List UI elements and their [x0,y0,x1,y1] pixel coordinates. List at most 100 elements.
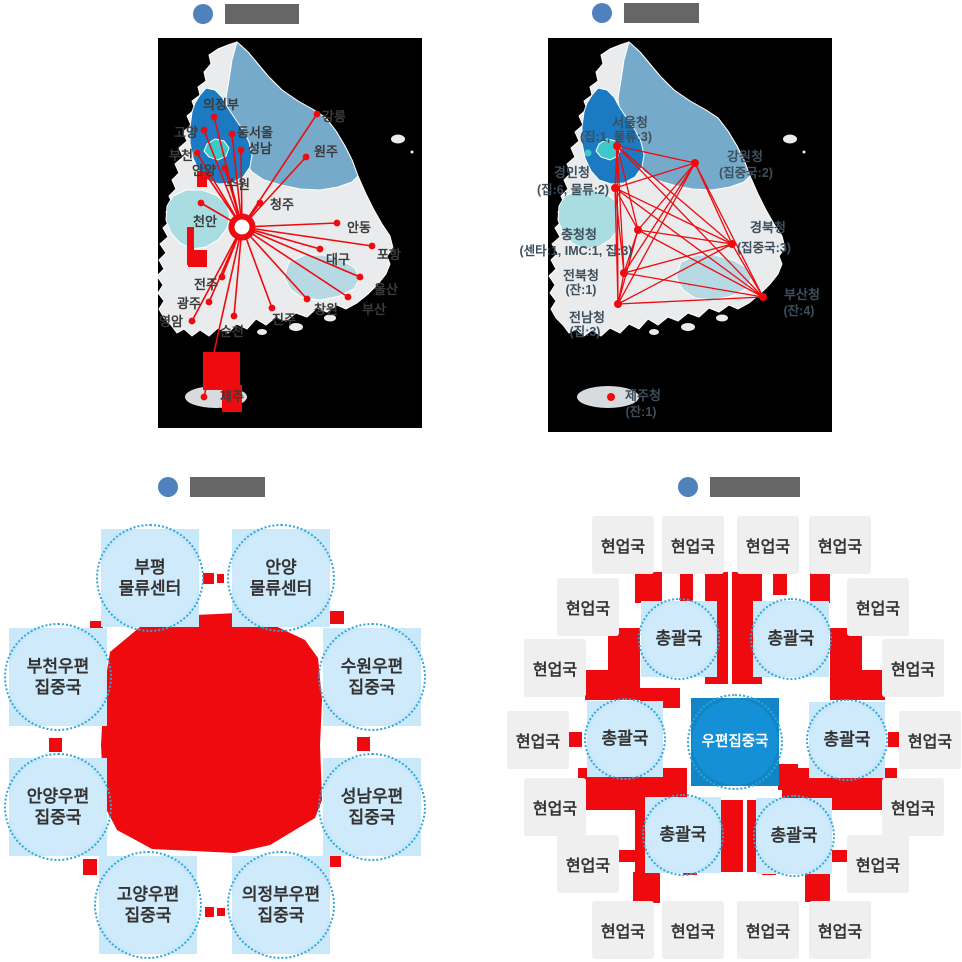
city-label: 영암 [159,314,183,329]
city-dot [210,113,218,121]
mesh-line [623,243,733,274]
logistics-node-circle: 고양우편 집중국 [94,851,202,959]
city-label: 수원 [226,177,250,192]
branch-box: 현업국 [899,711,961,769]
mesh-line [731,243,764,298]
route-line [241,113,318,228]
logistics-node-label-line: 안양우편 [26,786,90,806]
city-label: 안동 [347,220,371,235]
office-label: 서울청 [612,115,648,130]
section-header-diagram2 [678,477,800,497]
mesh-line [616,145,696,164]
hub-node-circle: 총괄국 [584,698,666,780]
office-sub-label: (집:1, 물류:3) [580,129,652,144]
city-dot [200,393,208,401]
route-line [203,129,243,228]
logistics-node-label-line: 집중국 [257,906,305,925]
office-dot [613,142,621,150]
mesh-line [614,187,619,305]
section-title-bar [225,4,299,24]
city-dot [218,273,226,281]
office-sub-label: (잔:4) [784,303,815,318]
office-label: 부산청 [784,287,820,302]
hub-node-label-line: 총괄국 [770,826,818,846]
city-label: 순천 [220,324,244,339]
office-dot [691,159,699,167]
mesh-line [614,187,764,298]
route-line [241,226,308,300]
city-dot [205,298,213,306]
hub-node-label-line: 총괄국 [823,730,871,750]
mesh-line [616,145,639,231]
logistics-node-fill [323,628,421,726]
logistics-node-label-line: 물류센터 [249,579,313,598]
city-label: 울산 [374,282,398,297]
mesh-line [614,187,639,231]
logistics-node-label-line: 집중국 [34,808,82,827]
city-dot [200,126,208,134]
logistics-node-label-line: 성남우편 [340,786,404,806]
branch-box: 현업국 [662,516,724,574]
hub-node-label-line: 총괄국 [767,629,815,649]
route-line [241,226,373,247]
mesh-line [694,162,764,298]
city-label: 안양 [192,163,216,178]
mesh-line [616,145,764,298]
city-dot [188,317,196,325]
route-line [241,222,338,228]
hub-node-circle: 총괄국 [753,795,835,877]
logistics-node-label: 수원우편 집중국 [320,625,424,729]
hub-node-circle: 총괄국 [750,598,832,680]
city-dot [303,295,311,303]
hub-node-label: 총괄국 [644,796,722,874]
route-line [233,226,243,317]
route-line [241,226,361,278]
city-label: 성남 [248,141,272,156]
logistics-node-label-line: 안양 [265,557,297,577]
mesh-line [617,162,696,305]
city-label: 진주 [272,312,296,327]
route-line [208,226,243,303]
city-dot [221,164,229,172]
city-label: 고양 [174,125,198,140]
mesh-line [617,243,733,305]
city-dot [368,242,376,250]
office-label: 제주청 [625,388,661,403]
bullet-icon [193,4,213,24]
branch-box: 현업국 [737,516,799,574]
logistics-node-label: 부천우편 집중국 [6,625,110,729]
logistics-node-fill [9,758,107,856]
hub-node-label: 총괄국 [640,600,718,678]
diagram1-flow-graphic [49,573,370,917]
hub-node-circle: 총괄국 [806,699,888,781]
city-dot [230,312,238,320]
route-line [241,226,321,250]
logistics-node-label-line: 물류센터 [118,579,182,598]
logistics-node-fill [9,628,107,726]
office-label: 경인청 [554,165,590,180]
branch-box: 현업국 [524,778,586,836]
office-sub-label: (집:6, 물류:2) [537,182,609,197]
office-label: 충청청 [561,227,597,242]
branch-box: 현업국 [737,901,799,959]
office-sub-label: (센타:1, IMC:1, 집:3) [520,243,633,258]
section-header-diagram1 [158,477,265,497]
logistics-node-fill [323,758,421,856]
mesh-line [616,145,625,274]
office-sub-label: (집중국:3) [737,240,791,255]
logistics-node-label-line: 집중국 [34,678,82,697]
city-label: 전주 [194,277,218,292]
hub-node-fill [643,603,715,675]
hub-node-label: 총괄국 [752,600,830,678]
logistics-node-label-line: 부평 [134,557,166,577]
city-dot [356,273,364,281]
logistics-node-circle: 성남우편 집중국 [318,753,426,861]
city-label: 동서울 [237,125,273,140]
section-title-bar [624,3,699,23]
hub-node-fill [755,603,827,675]
mesh-line [623,162,696,274]
office-label: 전남청 [569,310,605,325]
